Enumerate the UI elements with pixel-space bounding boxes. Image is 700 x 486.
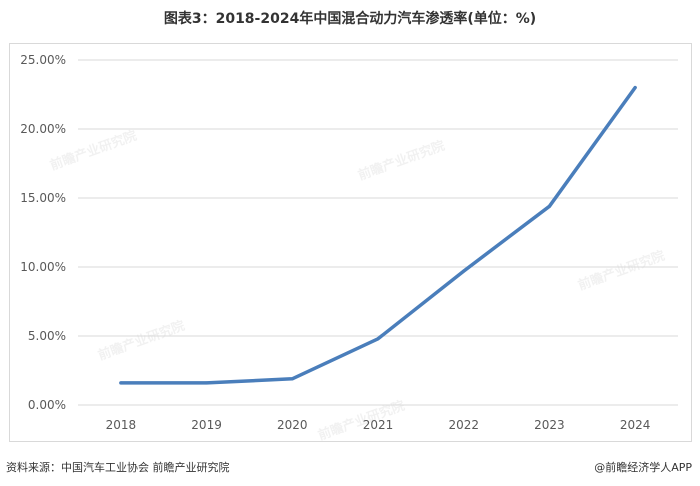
chart-frame (9, 43, 692, 442)
x-tick-label: 2021 (363, 418, 394, 432)
data-point (205, 381, 209, 385)
y-tick-label: 0.00% (28, 398, 66, 412)
x-tick-label: 2023 (534, 418, 565, 432)
x-tick-label: 2018 (106, 418, 137, 432)
brand-credit: @前瞻经济学人APP (594, 461, 692, 474)
y-axis-tick-labels: 0.00% 5.00% 10.00% 15.00% 20.00% 25.00% (20, 53, 66, 412)
gridlines (78, 59, 678, 406)
data-point (633, 86, 637, 90)
data-point (119, 381, 123, 385)
y-tick-label: 20.00% (20, 122, 66, 136)
x-tick-label: 2024 (620, 418, 651, 432)
data-point (376, 337, 380, 341)
y-tick-label: 25.00% (20, 53, 66, 67)
watermark-text: 前瞻产业研究院 (356, 138, 447, 184)
x-tick-label: 2019 (191, 418, 222, 432)
y-tick-label: 15.00% (20, 191, 66, 205)
x-tick-label: 2022 (448, 418, 479, 432)
x-axis-tick-labels: 2018 2019 2020 2021 2022 2023 2024 (106, 418, 651, 432)
source-note: 资料来源：中国汽车工业协会 前瞻产业研究院 (6, 461, 230, 474)
x-tick-label: 2020 (277, 418, 308, 432)
data-point (290, 377, 294, 381)
y-tick-label: 5.00% (28, 329, 66, 343)
y-tick-label: 10.00% (20, 260, 66, 274)
data-point (547, 204, 551, 208)
data-point (462, 269, 466, 273)
watermark-text: 前瞻产业研究院 (576, 248, 667, 294)
chart-title: 图表3：2018-2024年中国混合动力汽车渗透率(单位：%) (163, 11, 537, 27)
watermark-text: 前瞻产业研究院 (96, 318, 187, 364)
series-layer (119, 85, 637, 385)
